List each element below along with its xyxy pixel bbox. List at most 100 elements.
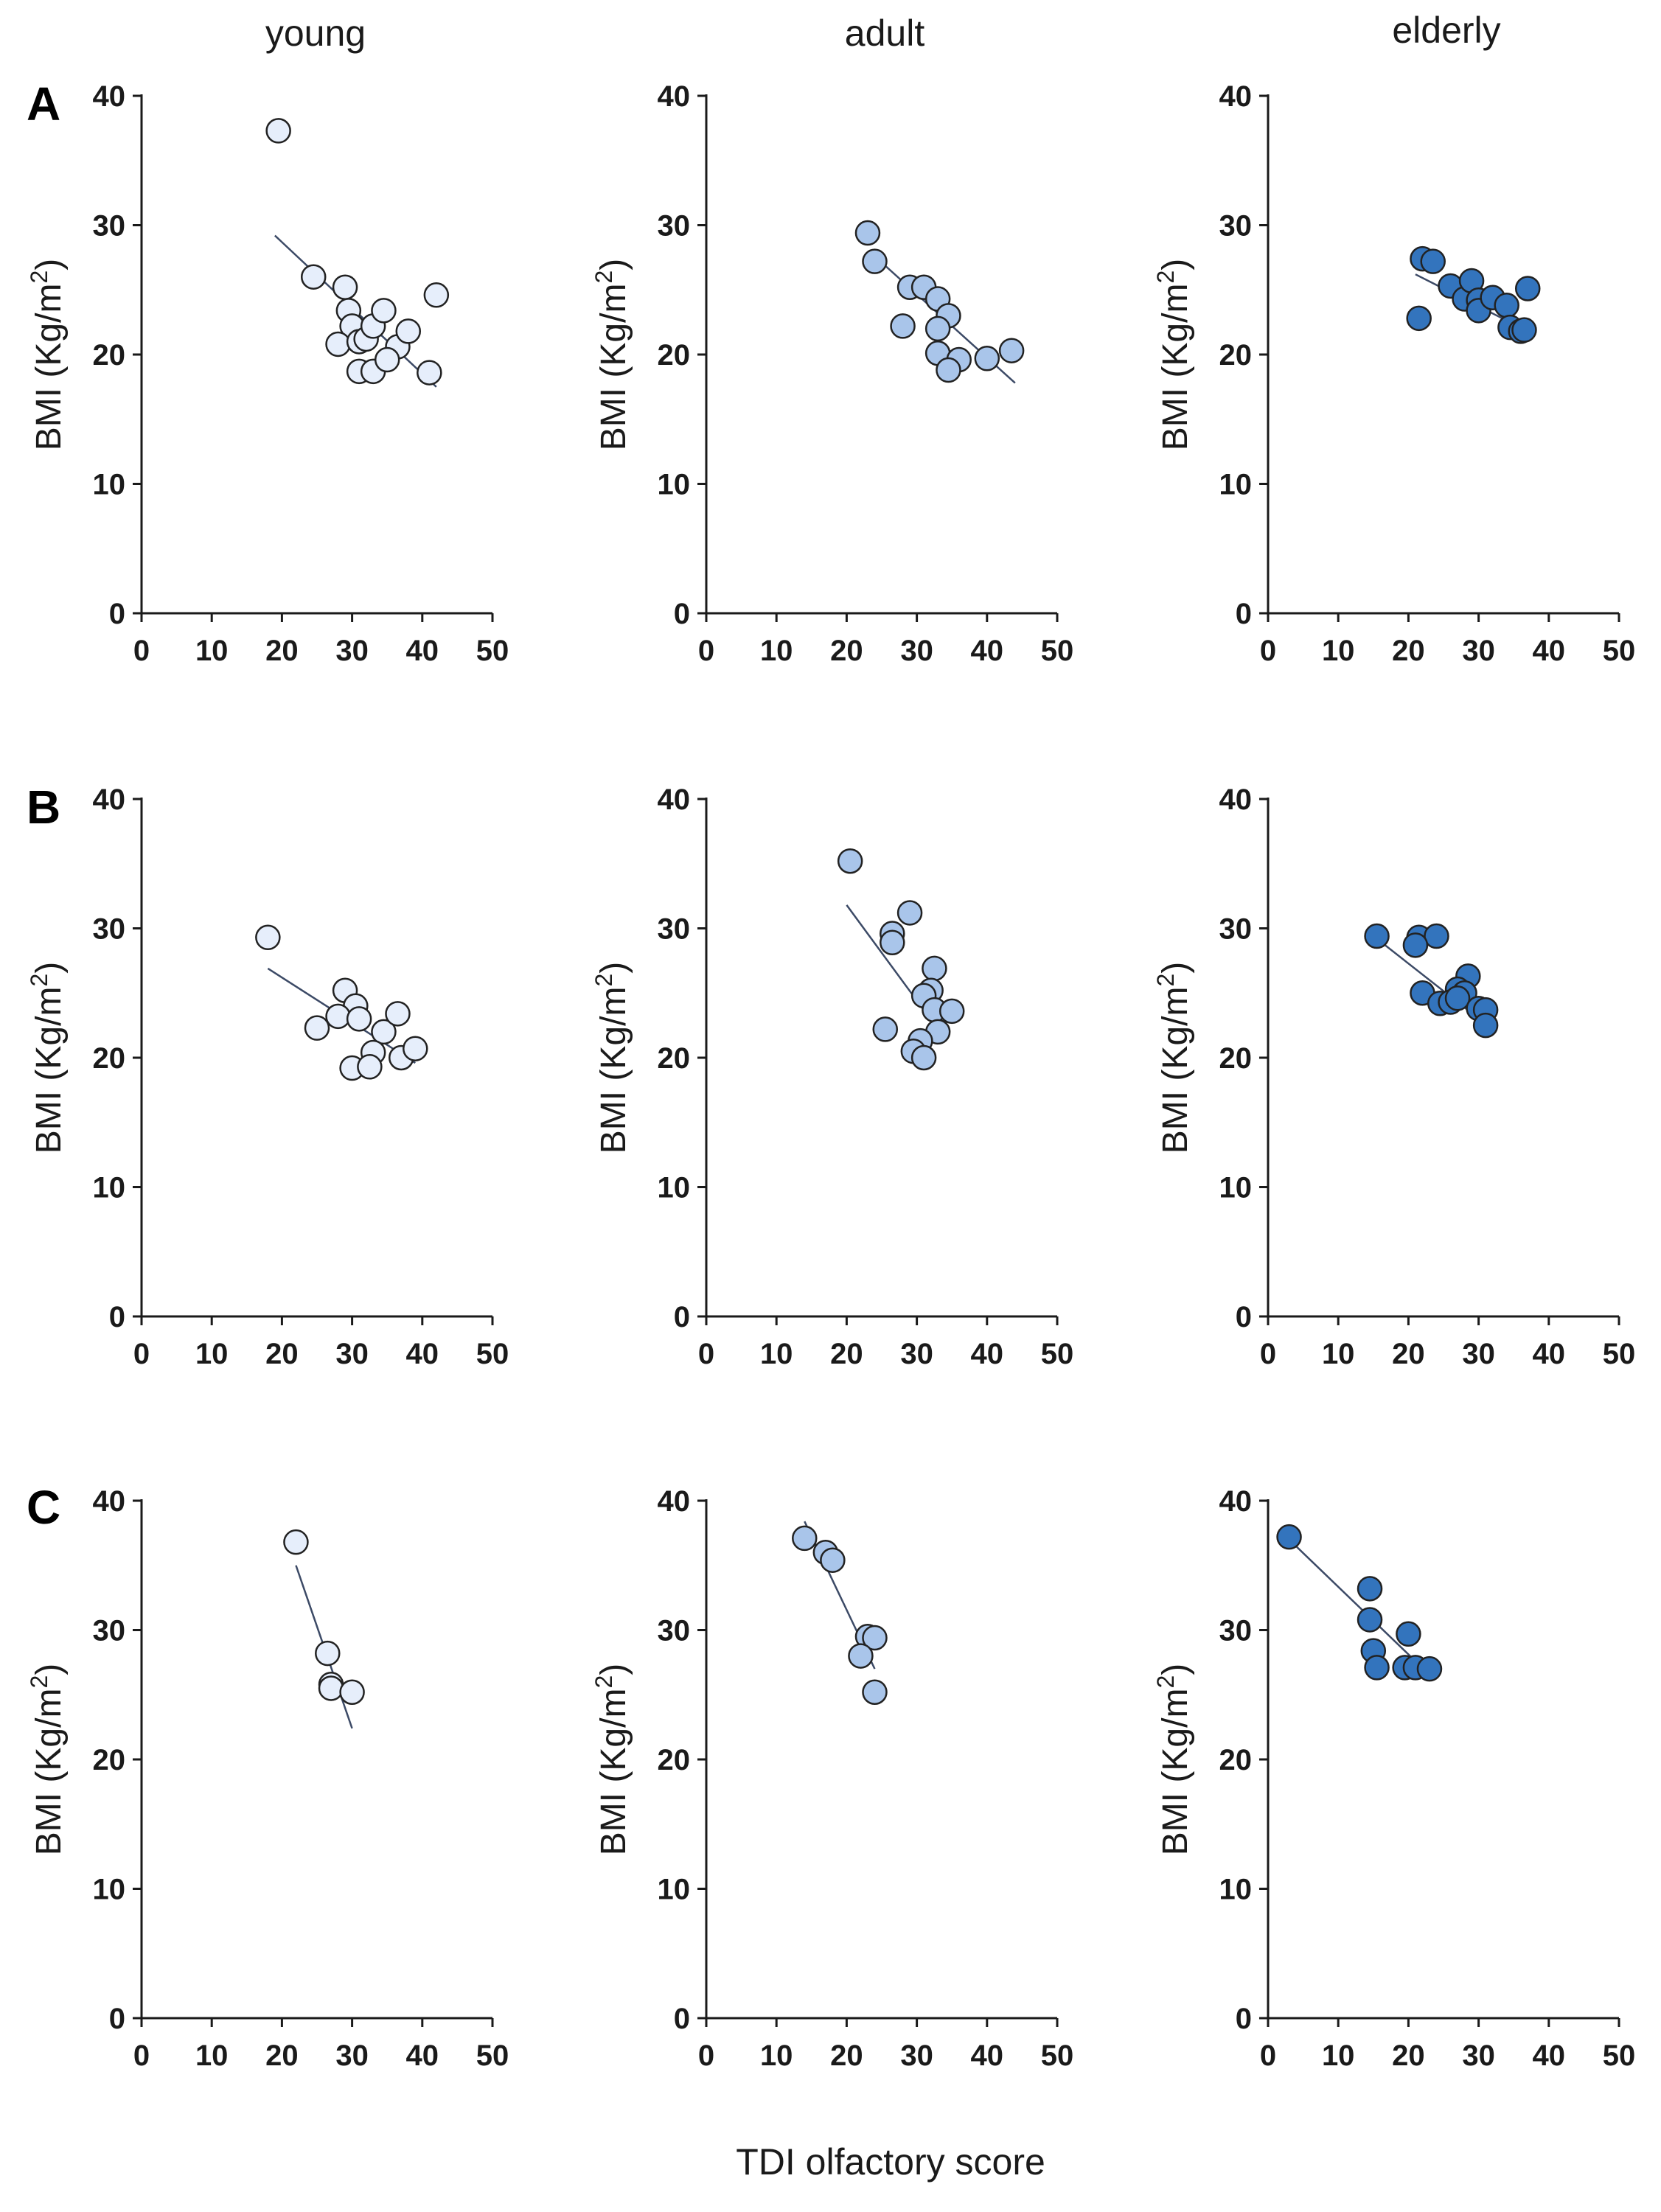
x-tick-label: 40	[406, 1338, 439, 1370]
data-point	[395, 318, 422, 344]
data-point	[837, 848, 863, 874]
data-point	[385, 1001, 411, 1027]
x-tick-label: 10	[1322, 2040, 1355, 2072]
data-point	[300, 264, 327, 290]
y-tick-label: 10	[93, 1172, 126, 1204]
panel-c-young: 0 10 20 30 40 0 10 20 30 40 50 BMI (Kg/m2)	[26, 1485, 509, 2072]
y-axis-title-superscript: 2	[26, 974, 52, 987]
data-point	[318, 1675, 344, 1701]
x-tick-label: 50	[1603, 1338, 1636, 1370]
data-point	[1357, 1607, 1383, 1633]
y-axis-title: BMI (Kg/m2)	[26, 1664, 69, 1855]
x-tick-label: 40	[1533, 1338, 1566, 1370]
y-axis-title-close: )	[29, 259, 69, 271]
y-axis-title-main: BMI (Kg/m	[29, 987, 69, 1154]
x-tick-label: 40	[971, 1338, 1004, 1370]
data-point	[792, 1525, 818, 1552]
x-tick-label: 0	[698, 635, 714, 667]
data-point	[304, 1015, 330, 1041]
y-tick-label: 30	[658, 210, 691, 243]
data-point	[862, 248, 888, 274]
y-tick-label: 40	[658, 784, 691, 816]
x-tick-label: 20	[265, 2040, 299, 2072]
x-tick-label: 0	[1260, 635, 1276, 667]
data-point	[1444, 985, 1471, 1011]
y-axis-title-main: BMI (Kg/m	[594, 987, 633, 1154]
panel-a-adult: 0 10 20 30 40 0 10 20 30 40 50 BMI (Kg/m2)	[591, 80, 1073, 667]
data-point	[820, 1547, 846, 1573]
y-tick-label: 40	[93, 1485, 126, 1518]
y-tick-label: 20	[1219, 1042, 1253, 1075]
x-tick-label: 10	[760, 1338, 793, 1370]
data-point	[910, 1044, 937, 1071]
x-tick-label: 30	[335, 2040, 369, 2072]
y-tick-label: 10	[658, 469, 691, 501]
y-tick-label: 20	[658, 1744, 691, 1776]
data-point	[1494, 293, 1519, 318]
y-tick-label: 0	[109, 2003, 125, 2035]
y-tick-label: 0	[674, 598, 690, 630]
data-point	[339, 1679, 365, 1705]
data-point	[922, 955, 947, 982]
data-point	[939, 998, 965, 1025]
x-tick-label: 30	[335, 635, 369, 667]
data-point	[896, 900, 923, 926]
y-tick-label: 20	[658, 339, 691, 371]
x-tick-label: 50	[1603, 2040, 1636, 2072]
data-point	[1364, 1655, 1390, 1681]
data-point	[332, 274, 358, 300]
y-tick-label: 20	[93, 1042, 126, 1075]
y-axis-title-close: )	[1156, 259, 1195, 271]
row-label-a: A	[27, 77, 60, 130]
x-tick-label: 20	[830, 2040, 863, 2072]
x-tick-label: 0	[698, 2040, 714, 2072]
data-point	[315, 1640, 341, 1667]
y-tick-label: 20	[1219, 339, 1253, 371]
column-title-adult: adult	[845, 13, 925, 54]
y-tick-label: 40	[1219, 784, 1253, 816]
y-tick-label: 10	[1219, 1172, 1253, 1204]
x-tick-label: 40	[406, 635, 439, 667]
y-axis-title: BMI (Kg/m2)	[1152, 962, 1195, 1154]
panel-c-adult: 0 10 20 30 40 0 10 20 30 40 50 BMI (Kg/m2)	[591, 1485, 1073, 2072]
data-point	[1364, 923, 1390, 949]
x-tick-label: 0	[133, 635, 150, 667]
data-point	[974, 346, 1000, 371]
y-axis-title: BMI (Kg/m2)	[1152, 1664, 1195, 1855]
row-label-c: C	[27, 1481, 60, 1534]
data-point	[936, 357, 961, 383]
x-tick-label: 30	[1462, 2040, 1495, 2072]
data-point	[255, 924, 281, 951]
panel-b-young: 0 10 20 30 40 0 10 20 30 40 50 BMI (Kg/m2)	[26, 784, 509, 1370]
y-tick-label: 30	[93, 913, 126, 946]
y-axis-title-close: )	[29, 962, 69, 974]
data-point	[1396, 1621, 1421, 1647]
x-tick-label: 20	[265, 1338, 299, 1370]
x-tick-label: 50	[476, 1338, 509, 1370]
y-axis-title-superscript: 2	[26, 1675, 52, 1689]
y-tick-label: 30	[93, 1615, 126, 1647]
y-tick-label: 0	[109, 1301, 125, 1333]
column-title-young: young	[265, 13, 366, 54]
x-tick-label: 40	[971, 635, 1004, 667]
data-point	[423, 282, 450, 308]
y-axis-title-close: )	[29, 1664, 69, 1675]
y-tick-label: 30	[1219, 913, 1253, 946]
x-tick-label: 50	[476, 2040, 509, 2072]
y-axis-title-superscript: 2	[591, 1675, 617, 1689]
panel-b-adult: 0 10 20 30 40 0 10 20 30 40 50 BMI (Kg/m2)	[591, 784, 1073, 1370]
y-tick-label: 40	[1219, 80, 1253, 113]
column-title-elderly: elderly	[1392, 10, 1500, 51]
y-axis-title-superscript: 2	[1152, 974, 1179, 987]
x-tick-label: 20	[1392, 1338, 1425, 1370]
y-tick-label: 10	[658, 1874, 691, 1906]
y-tick-label: 10	[658, 1172, 691, 1204]
y-axis-title-superscript: 2	[591, 974, 617, 987]
y-tick-label: 20	[93, 1744, 126, 1776]
x-tick-label: 20	[1392, 635, 1425, 667]
data-point	[1406, 305, 1432, 332]
x-tick-label: 0	[698, 1338, 714, 1370]
x-tick-label: 50	[1041, 2040, 1074, 2072]
